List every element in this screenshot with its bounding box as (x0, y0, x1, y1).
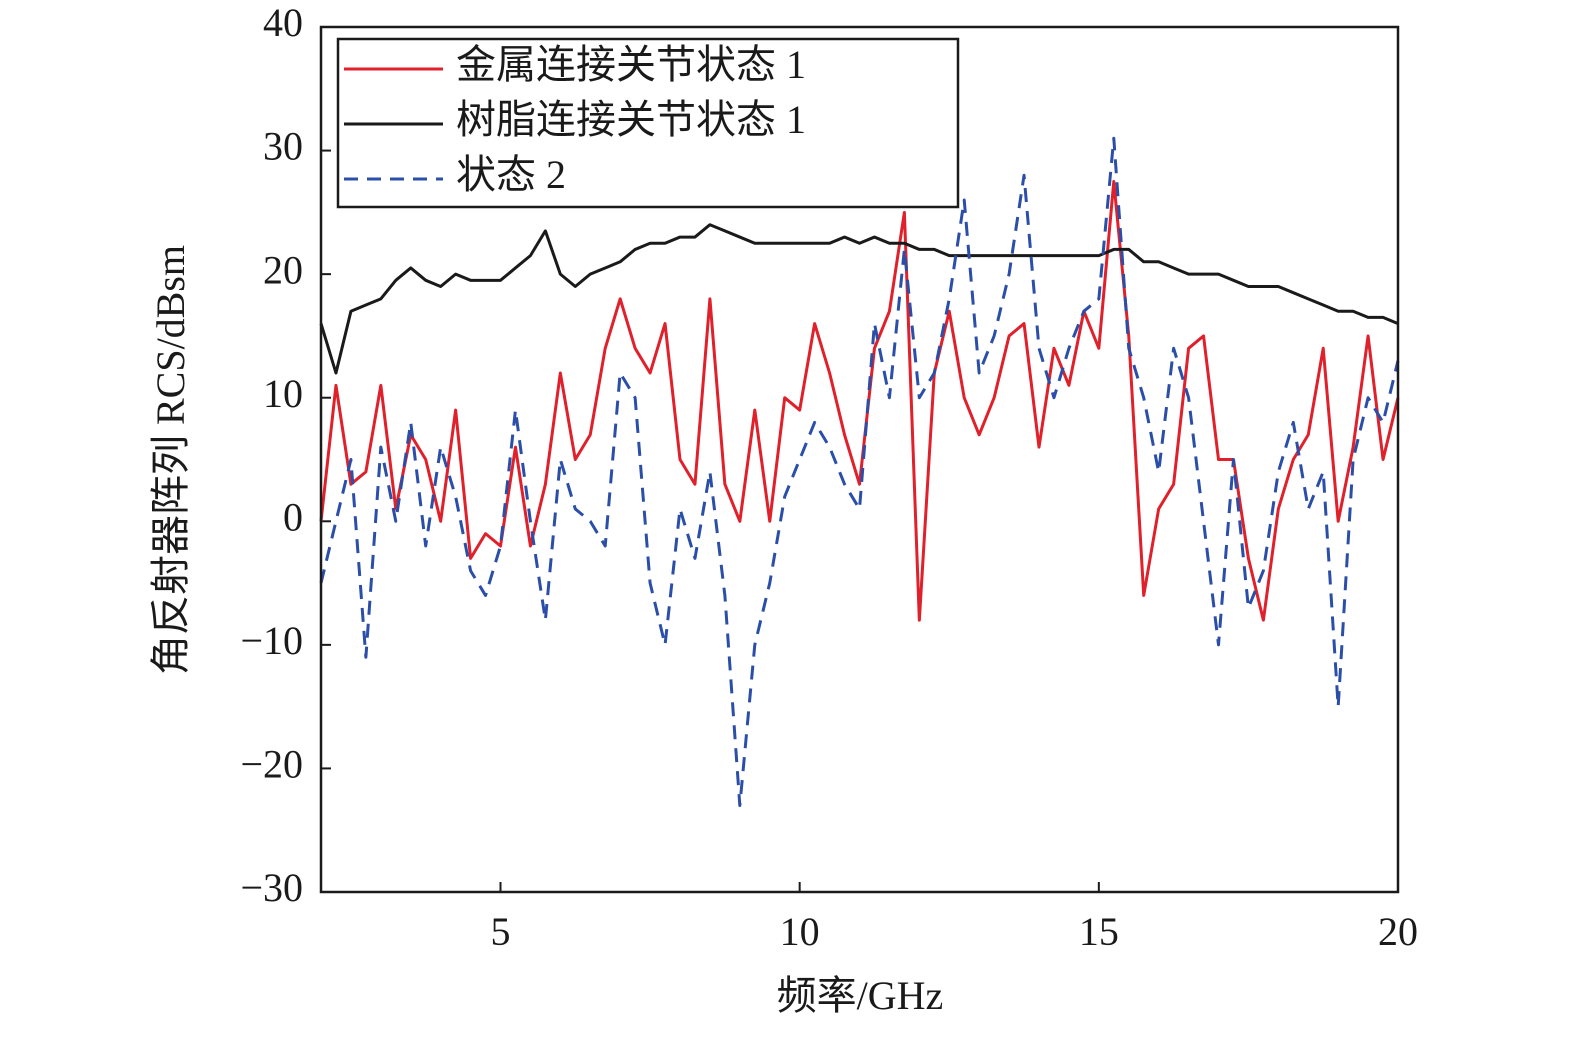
x-tick-label: 20 (1378, 909, 1418, 954)
legend-label: 金属连接关节状态 1 (456, 42, 806, 87)
x-tick-label: 10 (780, 909, 820, 954)
x-axis-label: 频率/GHz (777, 973, 944, 1018)
series-line (319, 136, 1400, 807)
y-tick-label: 0 (283, 494, 303, 539)
x-tick-label: 15 (1079, 909, 1119, 954)
x-tick-label: 5 (491, 909, 511, 954)
legend-label: 树脂连接关节状态 1 (456, 97, 806, 142)
y-tick-label: −10 (240, 618, 303, 663)
y-tick-label: 10 (263, 371, 303, 416)
y-tick-label: 20 (263, 247, 303, 292)
series-line (319, 179, 1400, 622)
y-tick-label: 40 (263, 0, 303, 45)
y-axis-label: 角反射器阵列 RCS/dBsm (148, 245, 193, 675)
plot-frame (319, 25, 1400, 894)
y-tick-label: 30 (263, 124, 303, 169)
series-line (319, 223, 1399, 375)
legend-label: 状态 2 (456, 152, 566, 197)
y-tick-label: −20 (240, 742, 303, 787)
y-tick-label: −30 (240, 865, 303, 910)
